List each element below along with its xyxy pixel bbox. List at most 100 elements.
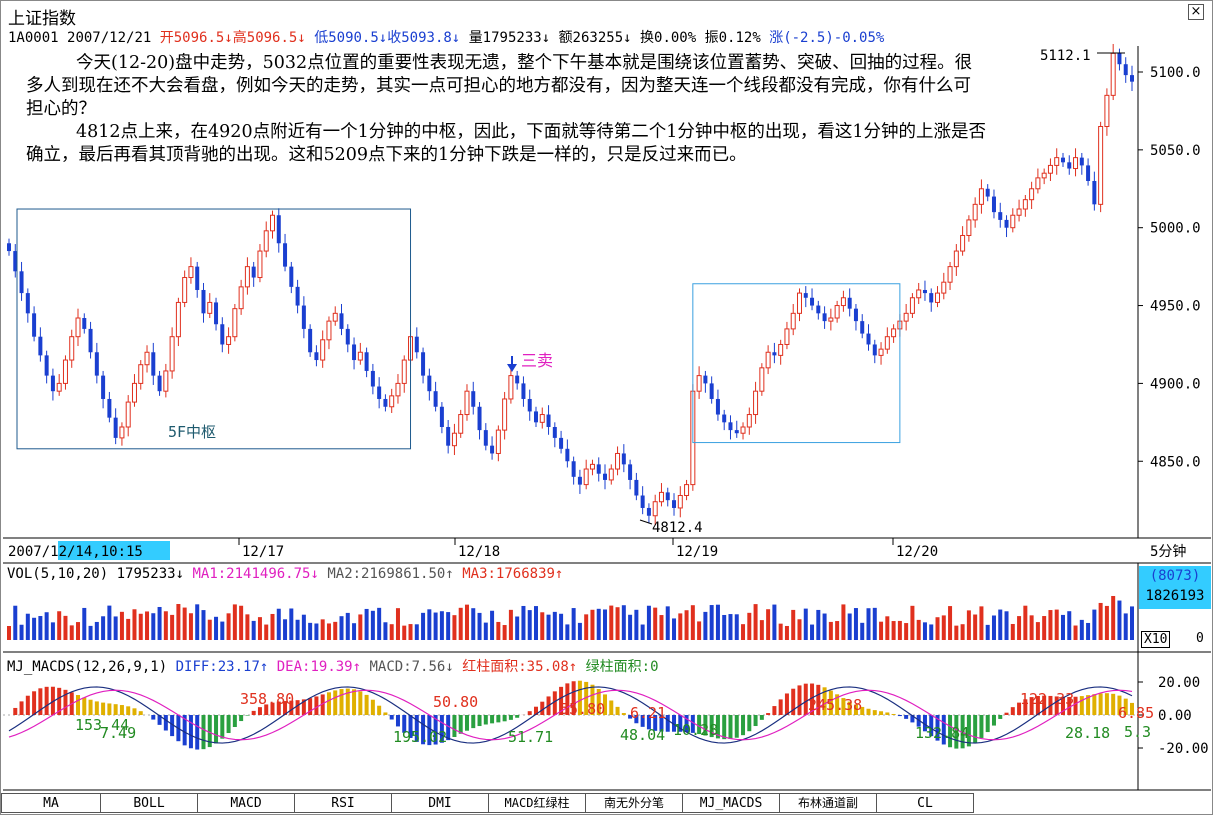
volume-bar (63, 615, 68, 640)
macd-bar (966, 715, 971, 747)
candle-body (628, 464, 633, 480)
volume-bar (603, 609, 608, 640)
tab-macd-red-green[interactable]: MACD红绿柱 (488, 793, 586, 813)
macd-bar (590, 684, 595, 715)
candle-body (1016, 208, 1022, 216)
macd-bar (19, 701, 24, 715)
macd-bar (320, 694, 325, 715)
candle-body (44, 355, 49, 376)
candle-body (722, 414, 727, 423)
candle-body (922, 289, 927, 294)
tab-boll-sub[interactable]: 布林通道副 (779, 793, 877, 813)
macd-bar (822, 687, 827, 715)
quote-date: 2007/12/21 (67, 30, 152, 46)
candle-body (276, 215, 281, 244)
candle-body (244, 266, 250, 288)
candle-body (1067, 162, 1072, 169)
candle-body (1004, 219, 1009, 228)
volume-bar (853, 608, 858, 640)
index-code: 1A0001 (8, 30, 59, 46)
volume-bar (998, 609, 1003, 640)
tab-boll[interactable]: BOLL (100, 793, 198, 813)
macd-bar (1098, 693, 1103, 715)
candle-body (1022, 199, 1028, 210)
volume-bar (665, 606, 670, 640)
candle-body (796, 292, 802, 314)
volume-bar (1010, 623, 1015, 640)
volume-bar (879, 621, 884, 640)
volume-bar (628, 614, 633, 640)
candle-body (169, 336, 175, 372)
macd-bar (13, 707, 18, 715)
volume-bar (439, 611, 444, 640)
volume-bar (126, 618, 131, 640)
macd-area-label: 55.80 (560, 700, 605, 718)
candle-body (684, 484, 690, 497)
macd-bar (747, 715, 752, 732)
macd-bar (1017, 702, 1022, 715)
candle-body (960, 234, 966, 252)
volume-bar (973, 614, 978, 640)
volume-bar (621, 605, 626, 640)
macd-bar (816, 684, 821, 715)
macd-bar (251, 710, 256, 715)
candle-body (201, 289, 206, 314)
volume-readout-top: (8073) (1149, 568, 1201, 584)
volume-bar (257, 617, 262, 640)
macd-bar (797, 685, 802, 715)
candle-body (257, 250, 263, 279)
candle-body (13, 251, 18, 272)
tab-dmi[interactable]: DMI (391, 793, 489, 813)
tab-rsi[interactable]: RSI (294, 793, 392, 813)
macd-bar (88, 699, 93, 715)
macd-bar (289, 700, 294, 715)
candle-body (82, 318, 87, 329)
candle-body (929, 293, 934, 303)
volume-bar (7, 626, 11, 640)
volume-bar (784, 625, 789, 640)
volume-bar (1130, 606, 1134, 640)
volume-bar (559, 613, 564, 640)
tab-macd[interactable]: MACD (197, 793, 295, 813)
candle-body (840, 297, 846, 307)
tab-mj-macds[interactable]: MJ_MACDS (682, 793, 780, 813)
volume-bar (94, 621, 99, 640)
volume-bar (421, 612, 426, 640)
macd-bar (477, 715, 482, 727)
candle-body (471, 391, 476, 407)
tab-ma[interactable]: MA (1, 793, 101, 813)
candle-body (138, 364, 144, 384)
macd-bar (810, 683, 815, 715)
candle-body (985, 188, 990, 197)
volume-multiplier[interactable]: X10 (1141, 631, 1171, 648)
volume-bar (791, 609, 796, 640)
macd-bar (370, 699, 375, 715)
macd-bar (910, 715, 915, 723)
volume-bar (678, 613, 683, 640)
close-icon[interactable]: × (1188, 4, 1204, 20)
macd-bar (76, 695, 81, 715)
candle-body (810, 297, 815, 306)
macd-bar (559, 686, 564, 715)
candle-body (94, 352, 99, 376)
tab-tick[interactable]: 南无外分笔 (585, 793, 683, 813)
tab-cl[interactable]: CL (876, 793, 974, 813)
candle-body (696, 375, 702, 392)
volume-bar (239, 605, 244, 640)
macd-bar (979, 715, 984, 738)
candle-body (703, 375, 708, 384)
candle-body (439, 406, 444, 427)
candle-body (25, 293, 30, 314)
candle-body (672, 500, 677, 508)
volume-bar (991, 615, 996, 640)
macd-bar (678, 715, 683, 732)
volume-bar (634, 609, 639, 640)
candle-body (559, 437, 564, 449)
macd-bar (339, 689, 344, 715)
volume-bar (276, 608, 281, 640)
candle-body (646, 507, 651, 516)
macd-bar (766, 713, 771, 715)
macd-bar (703, 715, 708, 736)
volume-bar (25, 613, 30, 640)
candle-body (953, 250, 959, 268)
